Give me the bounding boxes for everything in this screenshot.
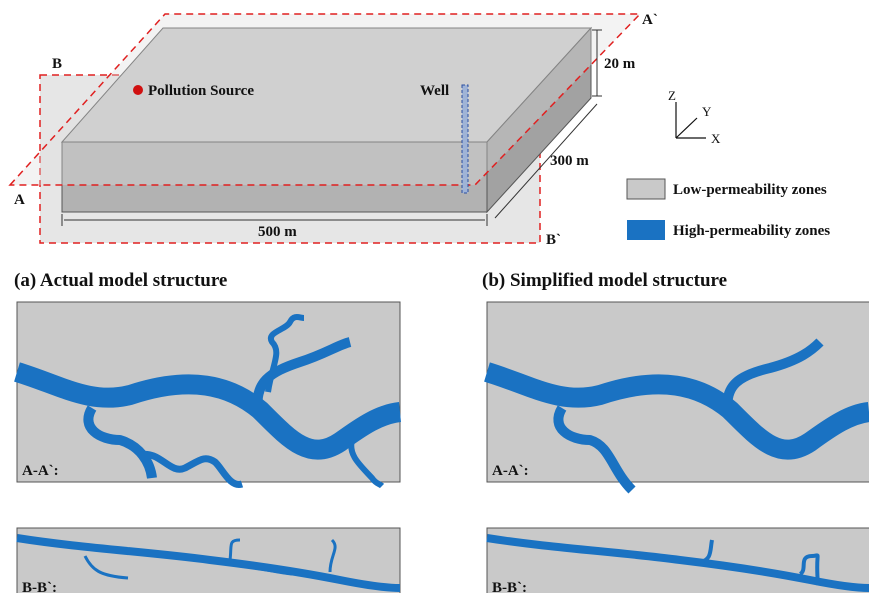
axis-y: Y: [702, 104, 712, 119]
label-a-prime: A`: [642, 12, 658, 28]
axis-z: Z: [668, 88, 676, 103]
axis-x: X: [711, 131, 721, 146]
dim-length: 500 m: [258, 224, 297, 240]
well-label: Well: [420, 83, 449, 99]
label-b-prime: B`: [546, 232, 561, 248]
plane-a: [10, 14, 640, 185]
label-a: A: [14, 192, 25, 208]
dim-height: 20 m: [604, 56, 636, 72]
legend-swatch-high: [627, 220, 665, 240]
section-label: B-B`:: [492, 580, 527, 593]
well: [462, 85, 468, 193]
dim-width: 300 m: [550, 153, 589, 169]
section-label: A-A`:: [22, 463, 59, 479]
panel-title: (a) Actual model structure: [14, 270, 227, 291]
panel-title: (b) Simplified model structure: [482, 270, 727, 291]
pollution-source: Pollution Source: [148, 83, 254, 99]
section-label: A-A`:: [492, 463, 529, 479]
legend-label: High-permeability zones: [673, 223, 830, 239]
legend-swatch-low: [627, 179, 665, 199]
pollution-dot: [133, 85, 143, 95]
legend-label: Low-permeability zones: [673, 182, 827, 198]
figure: A B A` B` 20 m 300 m 500 m Pollution Sou…: [0, 0, 869, 593]
section-label: B-B`:: [22, 580, 57, 593]
label-b: B: [52, 56, 62, 72]
